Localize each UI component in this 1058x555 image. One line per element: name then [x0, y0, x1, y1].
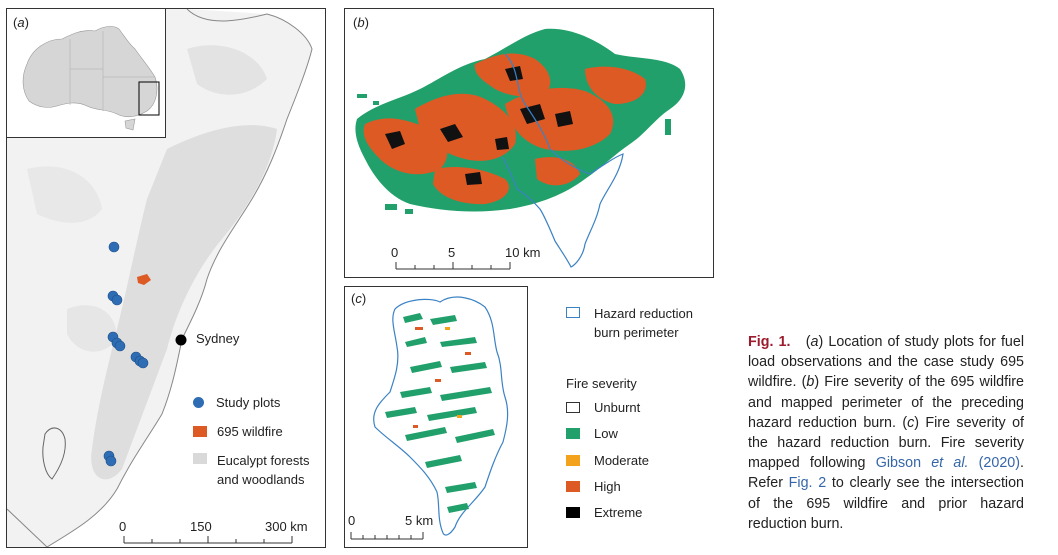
caption-text: (	[805, 334, 811, 350]
caption-text: to clearly see the intersection of the 6…	[748, 475, 1024, 532]
scale-b-tick-10: 10 km	[505, 245, 541, 260]
sydney-marker	[175, 334, 187, 346]
moderate-swatch	[566, 455, 580, 466]
legend-label: Low	[594, 426, 618, 441]
caption-text: ) Location of study plots for fuel load …	[748, 334, 1024, 391]
panel-c-map: (c) 0 5 km	[344, 286, 528, 548]
legend-label-line1: Eucalypt forests	[217, 453, 310, 468]
legend-extreme: Extreme	[566, 505, 642, 520]
scale-c-tick-5: 5 km	[405, 513, 434, 528]
high-swatch	[566, 481, 580, 492]
panel-b-label: (b)	[353, 15, 369, 30]
panel-c-letter: c	[355, 291, 362, 306]
legend-label-line2: and woodlands	[217, 472, 305, 487]
study-plot	[114, 340, 126, 352]
caption-a: a	[810, 334, 819, 350]
perimeter-swatch	[566, 307, 580, 318]
nsw-region-map	[7, 9, 325, 547]
study-plots	[103, 241, 149, 467]
caption-c: c	[907, 414, 915, 431]
legend-label: 695 wildfire	[217, 424, 283, 439]
scale-a-tick-300: 300 km	[265, 519, 308, 534]
scale-b-tick-0: 0	[391, 245, 399, 260]
hazard-reduction-perimeter-b	[502, 53, 624, 268]
australia-inset-map	[22, 26, 160, 131]
fig2-link[interactable]: Fig. 2	[788, 475, 827, 492]
australia-inset	[7, 9, 166, 138]
scale-a-tick-0: 0	[119, 519, 127, 534]
legend-eucalypt: Eucalypt forests and woodlands	[193, 451, 310, 489]
wildfire-swatch	[193, 426, 207, 437]
legend-high: High	[566, 479, 621, 494]
fire-severity-map-b	[355, 28, 686, 268]
fire-severity-map-c	[373, 296, 509, 536]
low-swatch	[566, 428, 580, 439]
legend-wildfire: 695 wildfire	[193, 424, 283, 439]
study-plot-icon	[193, 397, 204, 408]
figure-label: Fig. 1.	[748, 334, 791, 350]
legend-unburnt: Unburnt	[566, 400, 640, 415]
panel-b-map: (b) 0 5 10 km	[344, 8, 714, 278]
perimeter-label-line1: Hazard reduction	[594, 306, 693, 321]
scale-c-tick-0: 0	[348, 513, 356, 528]
inset-extent-box	[138, 81, 160, 116]
study-plot	[105, 455, 117, 467]
city-label-sydney: Sydney	[196, 331, 240, 346]
panel-b-letter: b	[357, 15, 365, 30]
panel-a-label: (a)	[13, 15, 29, 30]
legend-perimeter: Hazard reduction burn perimeter	[566, 304, 693, 342]
panel-a-map: (a) Sydney Study plots 695 wildfire Euca…	[6, 8, 326, 548]
fire-severity-title: Fire severity	[566, 376, 637, 391]
caption-b: b	[806, 374, 815, 391]
panel-c-label: (c)	[351, 291, 367, 306]
legend-label: Extreme	[594, 505, 643, 520]
figure-caption: Fig. 1. (a) Location of study plots for …	[748, 332, 1024, 534]
panel-a-letter: a	[17, 15, 25, 30]
legend-label: High	[594, 479, 621, 494]
study-plot	[111, 294, 123, 306]
unburnt-swatch	[566, 402, 580, 413]
scale-a-tick-150: 150	[190, 519, 212, 534]
legend-moderate: Moderate	[566, 453, 649, 468]
perimeter-label-line2: burn perimeter	[594, 325, 679, 340]
caption-text: . Refer	[748, 455, 1024, 492]
legend-label: Unburnt	[594, 400, 641, 415]
legend-label: Study plots	[216, 395, 281, 410]
legend-study-plots: Study plots	[193, 395, 280, 410]
study-plot	[137, 357, 149, 369]
extreme-swatch	[566, 507, 580, 518]
scale-b-tick-5: 5	[448, 245, 456, 260]
legend-label: Moderate	[594, 453, 649, 468]
study-plot	[108, 241, 120, 253]
caption-text: ) Fire severity of the 695 wildfire and …	[748, 374, 1024, 431]
caption-text: ) Fire severity of the hazard reduction …	[748, 414, 1024, 472]
eucalypt-swatch	[193, 453, 207, 464]
legend-low: Low	[566, 426, 618, 441]
gibson-reference-link[interactable]: Gibson et al. (2020)	[875, 455, 1021, 472]
